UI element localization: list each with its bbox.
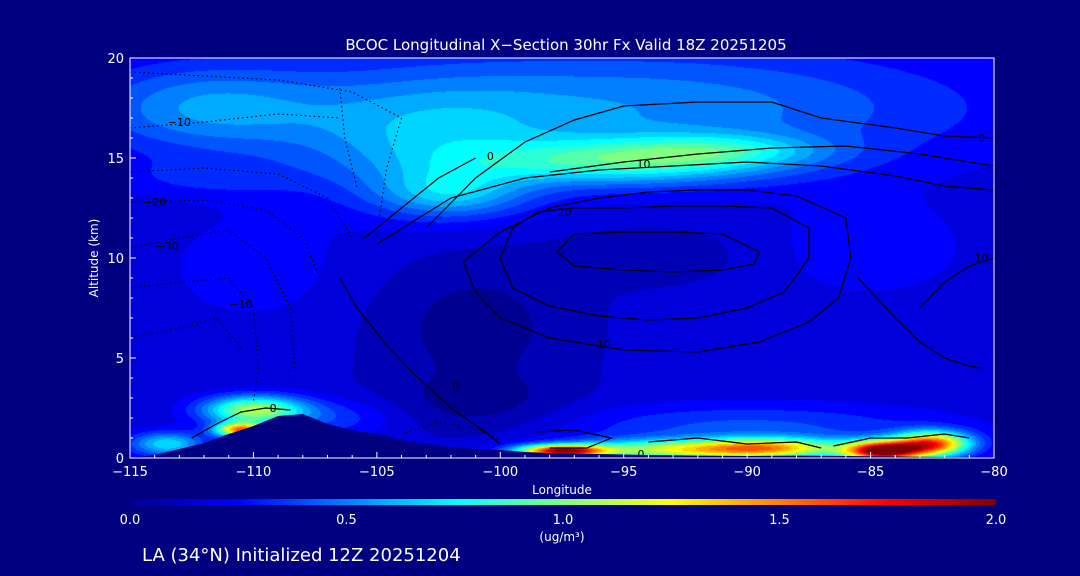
- y-tick-label: 20: [107, 52, 124, 67]
- x-tick-label: −105: [359, 465, 395, 480]
- colorbar-tick-label: 1.0: [553, 513, 574, 528]
- colorbar-gradient: [130, 499, 996, 505]
- contour-line-13: [919, 257, 994, 309]
- plot-area: −10 −20 −30 −10 0 0 0 10 20 10 0 0 10: [129, 57, 995, 461]
- contour-label-7: 10: [636, 158, 650, 171]
- y-axis-label: Altitude (km): [87, 219, 101, 298]
- contour-line-23: [401, 421, 501, 441]
- contour-label-12: 10: [975, 252, 989, 265]
- contour-label-5: 0: [452, 380, 459, 393]
- contour-line-22: [130, 317, 242, 349]
- contour-line-3: [376, 161, 994, 245]
- contour-line-10: [648, 437, 822, 449]
- contour-line-1: [556, 231, 761, 273]
- y-tick-label: 15: [107, 152, 124, 167]
- contour-labels: −10 −20 −30 −10 0 0 0 10 20 10 0 0 10: [143, 116, 989, 461]
- contour-line-2: [462, 189, 852, 353]
- colorbar-tick-label: 2.0: [986, 513, 1007, 528]
- x-tick-label: −100: [482, 465, 518, 480]
- contour-line-9: [537, 429, 614, 449]
- contour-line-11: [833, 433, 970, 447]
- x-tick-label: −115: [112, 465, 148, 480]
- colorbar-unit-label: (ug/m³): [539, 530, 584, 544]
- contour-label-0: −10: [168, 116, 191, 129]
- x-tick-label: −95: [610, 465, 637, 480]
- contour-line-15: [130, 113, 340, 129]
- contour-line-4: [549, 145, 994, 173]
- contour-label-10: 0: [637, 448, 644, 461]
- terrain-mask: [130, 414, 994, 458]
- contour-label-11: 0: [978, 132, 985, 145]
- colorbar-tick-label: 1.5: [769, 513, 790, 528]
- contour-line-5: [425, 101, 994, 229]
- x-axis-label: Longitude: [532, 483, 592, 497]
- contour-lines: [130, 71, 994, 449]
- contour-label-3: −10: [229, 298, 252, 311]
- x-tick-label: −85: [857, 465, 884, 480]
- y-axis: 0 5 10 15 20: [107, 52, 136, 467]
- contour-label-6: 0: [487, 150, 494, 163]
- contour-label-1: −20: [143, 196, 166, 209]
- contour-label-4: 0: [270, 402, 277, 415]
- contour-label-8: 20: [557, 206, 571, 219]
- y-tick-label: 10: [107, 252, 124, 267]
- contour-line-0: [499, 205, 810, 321]
- contour-line-12: [857, 277, 982, 369]
- contour-line-20: [378, 117, 403, 219]
- colorbar-tick-label: 0.5: [336, 513, 357, 528]
- x-tick-label: −80: [980, 465, 1007, 480]
- initialization-footer: LA (34°N) Initialized 12Z 20251204: [142, 545, 461, 566]
- contour-line-7: [191, 407, 291, 439]
- chart-title: BCOC Longitudinal X−Section 30hr Fx Vali…: [345, 36, 786, 54]
- y-tick-label: 5: [116, 352, 124, 367]
- x-axis: −115 −110 −105 −100 −95 −90 −85 −80: [112, 452, 1008, 480]
- contour-label-9: 10: [597, 338, 611, 351]
- x-tick-label: −90: [733, 465, 760, 480]
- colorbar-ticks: 0.0 0.5 1.0 1.5 2.0: [120, 513, 1007, 528]
- y-tick-label: 0: [116, 452, 124, 467]
- contour-label-2: −30: [155, 240, 178, 253]
- colorbar: 0.0 0.5 1.0 1.5 2.0 (ug/m³): [120, 499, 1007, 544]
- x-tick-label: −110: [236, 465, 272, 480]
- contour-line-19: [130, 277, 259, 403]
- contour-line-21: [339, 87, 358, 189]
- concentration-heatmap: [130, 58, 994, 458]
- colorbar-tick-label: 0.0: [120, 513, 141, 528]
- contour-line-6: [364, 157, 476, 239]
